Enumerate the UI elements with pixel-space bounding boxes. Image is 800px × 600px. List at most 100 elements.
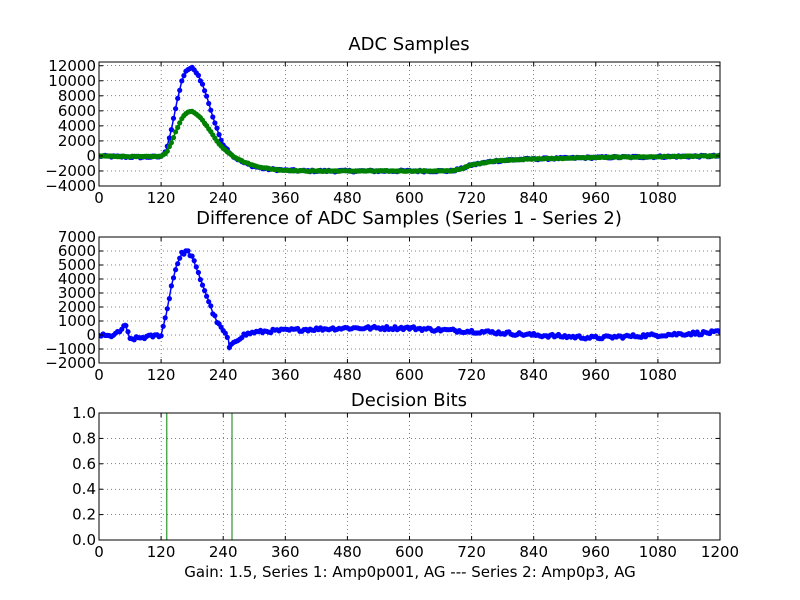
data-point — [195, 269, 201, 276]
x-tick-label: 240 — [209, 543, 238, 561]
x-tick-label: 120 — [147, 189, 176, 207]
x-tick-label: 840 — [519, 366, 548, 384]
data-point — [166, 135, 172, 141]
data-point — [166, 296, 172, 302]
decision-bits-panel: Decision Bits 0 120 240 360 480 600 720 840 960 1… — [72, 390, 739, 561]
data-point — [202, 288, 208, 294]
x-tick-label: 960 — [581, 366, 610, 384]
x-tick-label: 960 — [581, 189, 610, 207]
y-tick-label: 6000 — [58, 102, 96, 120]
y-tick-label: 5000 — [58, 256, 96, 274]
x-tick-label: 1200 — [701, 543, 739, 561]
data-point — [168, 127, 174, 133]
x-tick-label: 1080 — [639, 366, 677, 384]
data-point — [175, 261, 181, 267]
data-point — [222, 330, 228, 336]
data-point — [191, 258, 197, 264]
data-point — [204, 93, 210, 99]
y-tick-label: 0 — [86, 147, 96, 165]
y-tick-label: 0.2 — [72, 506, 96, 524]
y-tick-label: 10000 — [48, 72, 96, 90]
data-point — [193, 264, 199, 270]
x-tick-label: 0 — [94, 543, 104, 561]
data-point — [173, 106, 179, 112]
x-tick-label: 0 — [94, 189, 104, 207]
adc-samples-title: ADC Samples — [348, 34, 469, 55]
x-tick-label: 360 — [271, 543, 300, 561]
data-point — [214, 125, 220, 131]
x-tick-label: 600 — [395, 366, 424, 384]
x-tick-label: 1080 — [639, 189, 677, 207]
data-point — [164, 148, 170, 154]
data-point — [210, 114, 216, 120]
y-tick-label: 4000 — [58, 117, 96, 135]
y-tick-label: 2000 — [58, 298, 96, 316]
decision-bits-title: Decision Bits — [351, 390, 467, 411]
data-point — [208, 303, 214, 309]
data-point — [197, 277, 203, 283]
y-tick-label: 0.8 — [72, 429, 96, 447]
data-point — [160, 323, 166, 329]
data-point — [170, 275, 177, 281]
data-point — [123, 323, 129, 329]
x-tick-label: 840 — [519, 543, 548, 561]
y-tick-label: 1000 — [58, 312, 96, 330]
data-point — [168, 140, 174, 146]
difference-panel: Difference of ADC Samples (Series 1 - Se… — [45, 208, 721, 384]
y-tick-label: 0.4 — [72, 480, 96, 498]
x-tick-label: 480 — [333, 366, 362, 384]
x-tick-label: 480 — [333, 189, 362, 207]
x-tick-label: 720 — [457, 543, 486, 561]
data-point — [199, 282, 206, 288]
data-point — [185, 248, 191, 254]
x-tick-label: 360 — [271, 189, 300, 207]
data-point — [189, 253, 195, 259]
x-tick-label: 0 — [94, 366, 104, 384]
y-tick-label: 4000 — [58, 270, 96, 288]
data-point — [170, 115, 177, 121]
data-point — [199, 81, 206, 87]
data-point — [179, 78, 185, 84]
y-tick-label: −4000 — [45, 177, 96, 195]
x-tick-label: 120 — [147, 543, 176, 561]
x-tick-label: 600 — [395, 189, 424, 207]
y-tick-label: −2000 — [45, 354, 96, 372]
data-point — [202, 88, 208, 94]
data-point — [177, 120, 183, 126]
data-point — [216, 132, 222, 138]
adc-samples-panel: ADC Samples 0 120 240 360 480 600 720 840 960 108… — [45, 34, 721, 207]
y-tick-label: 0.6 — [72, 455, 96, 473]
data-point — [177, 255, 183, 261]
y-tick-label: 0.0 — [72, 531, 96, 549]
data-point — [173, 129, 179, 135]
data-point — [175, 124, 181, 131]
y-tick-label: 6000 — [58, 242, 96, 260]
y-tick-label: 2000 — [58, 132, 96, 150]
data-point — [181, 73, 187, 79]
data-point — [208, 107, 214, 113]
y-tick-label: −2000 — [45, 162, 96, 180]
x-tick-label: 240 — [209, 366, 238, 384]
x-tick-label: 1080 — [639, 543, 677, 561]
data-point — [170, 135, 177, 141]
x-tick-label: 720 — [457, 189, 486, 207]
data-point — [173, 267, 179, 273]
y-tick-label: 1.0 — [72, 404, 96, 422]
y-tick-label: 3000 — [58, 284, 96, 302]
x-tick-label: 600 — [395, 543, 424, 561]
data-point — [164, 306, 170, 312]
data-point — [224, 334, 230, 340]
x-tick-label: 240 — [209, 189, 238, 207]
difference-title: Difference of ADC Samples (Series 1 - Se… — [196, 208, 622, 229]
x-tick-label: 840 — [519, 189, 548, 207]
data-point — [177, 87, 183, 93]
x-tick-label: 120 — [147, 366, 176, 384]
y-tick-label: 12000 — [48, 57, 96, 75]
data-point — [158, 333, 164, 339]
x-tick-label: 480 — [333, 543, 362, 561]
data-point — [125, 329, 131, 335]
series-group — [99, 64, 720, 175]
y-tick-label: 7000 — [58, 228, 96, 246]
data-point — [195, 72, 201, 78]
